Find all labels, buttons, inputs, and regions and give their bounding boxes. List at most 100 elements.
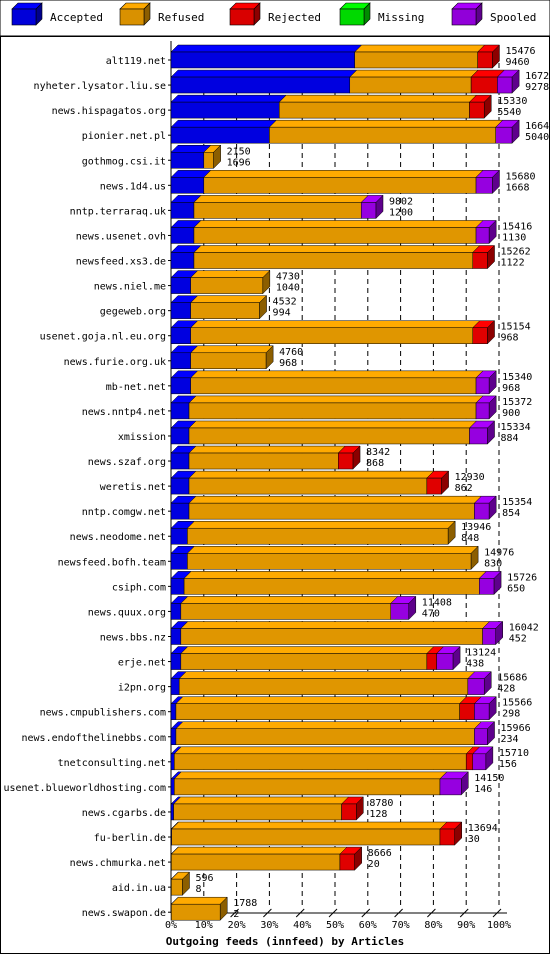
bar-segment-accepted bbox=[170, 452, 190, 470]
bar-top-refused bbox=[175, 696, 468, 704]
bar-side bbox=[354, 846, 362, 871]
bar-side bbox=[470, 545, 479, 570]
bar-top-refused bbox=[173, 746, 474, 755]
bar-accepted-label: 650 bbox=[507, 583, 525, 594]
bar-segment-rejected bbox=[472, 252, 488, 269]
bar-segment-refused bbox=[178, 678, 469, 695]
legend-label-refused: Refused bbox=[158, 11, 204, 24]
bar-segment-refused bbox=[173, 803, 342, 821]
bar-total-label: 4532 bbox=[273, 297, 297, 308]
bar-side bbox=[488, 370, 497, 395]
row-label: news.nntp4.net bbox=[82, 407, 166, 418]
bar-segment-refused bbox=[174, 753, 467, 771]
bar-segment-refused bbox=[187, 553, 472, 570]
bar-segment-refused bbox=[190, 327, 474, 344]
legend-swatch-rejected bbox=[229, 8, 255, 26]
row-label: news.swapon.de bbox=[82, 908, 166, 919]
bar-side bbox=[493, 570, 502, 595]
bar-side bbox=[213, 144, 221, 169]
bar-total-label: 13694 bbox=[468, 823, 498, 834]
bar-segment-spooled bbox=[360, 202, 377, 219]
bar-top-refused bbox=[178, 671, 476, 679]
bar-total-label: 16042 bbox=[509, 622, 539, 633]
bar-side bbox=[265, 345, 274, 370]
row-label: csiph.com bbox=[112, 582, 166, 593]
row-label: i2pn.org bbox=[118, 683, 166, 694]
bar-top-refused bbox=[203, 170, 484, 178]
bar-segment-spooled bbox=[479, 578, 495, 595]
x-tick-label: 10% bbox=[195, 920, 213, 931]
bar-total-label: 15966 bbox=[501, 723, 531, 734]
bar-segment-refused bbox=[180, 628, 483, 645]
bar-accepted-label: 438 bbox=[466, 659, 484, 670]
bar-segment-refused bbox=[188, 427, 470, 445]
bar-segment-accepted bbox=[170, 778, 175, 796]
bar-side bbox=[262, 269, 271, 295]
bar-segment-spooled bbox=[439, 778, 462, 796]
bar-top-refused bbox=[190, 320, 481, 328]
bar-top-refused bbox=[190, 295, 268, 303]
bar-side bbox=[488, 395, 497, 420]
bar-segment-spooled bbox=[482, 628, 496, 645]
bar-total-label: 16642 bbox=[525, 121, 550, 132]
bar-segment-accepted bbox=[170, 527, 188, 545]
bar-accepted-label: 1668 bbox=[505, 182, 529, 193]
bar-segment-refused bbox=[188, 502, 475, 520]
bar-side bbox=[511, 119, 520, 144]
bar-side bbox=[447, 520, 456, 545]
bar-segment-rejected bbox=[341, 803, 357, 821]
row-label: gegeweb.org bbox=[100, 307, 166, 318]
x-tick-label: 40% bbox=[293, 920, 311, 931]
bar-side bbox=[488, 696, 497, 721]
bar-accepted-label: 156 bbox=[499, 759, 517, 770]
bar-segment-refused bbox=[174, 778, 441, 796]
bar-top-refused bbox=[188, 420, 478, 429]
bar-accepted-label: 868 bbox=[366, 458, 384, 469]
bar-segment-refused bbox=[190, 377, 477, 395]
bar-segment-accepted bbox=[170, 352, 191, 370]
bar-side bbox=[219, 896, 228, 921]
bar-side bbox=[356, 796, 364, 821]
bar-segment-refused bbox=[278, 101, 470, 119]
bar-segment-spooled bbox=[469, 427, 488, 445]
row-label: newsfeed.bofh.team bbox=[58, 557, 166, 568]
bar-total-label: 9802 bbox=[389, 196, 413, 207]
bar-top-refused bbox=[180, 621, 491, 629]
bar-total-label: 13946 bbox=[461, 522, 491, 533]
bar-top-refused bbox=[190, 370, 484, 379]
bar-side bbox=[483, 671, 492, 696]
legend-swatch-accepted bbox=[11, 8, 37, 26]
bar-total-label: 8342 bbox=[366, 447, 390, 458]
bar-accepted-label: 1696 bbox=[227, 157, 251, 168]
bar-segment-accepted bbox=[170, 402, 190, 420]
bar-segment-accepted bbox=[170, 51, 355, 69]
bar-segment-refused bbox=[203, 152, 214, 169]
bar-segment-accepted bbox=[170, 327, 191, 344]
bar-top-refused bbox=[188, 395, 484, 404]
bar-segment-accepted bbox=[170, 628, 182, 645]
row-label: news.neodome.net bbox=[70, 532, 166, 543]
bar-segment-accepted bbox=[170, 678, 180, 695]
bar-segment-rejected bbox=[469, 101, 485, 119]
bar-accepted-label: 1130 bbox=[502, 232, 526, 243]
x-tick-label: 50% bbox=[326, 920, 344, 931]
bar-top-refused bbox=[349, 69, 479, 78]
legend-label-accepted: Accepted bbox=[50, 11, 103, 24]
bar-segment-spooled bbox=[495, 126, 513, 144]
bar-segment-spooled bbox=[475, 177, 493, 194]
row-label: newsfeed.xs3.de bbox=[76, 257, 166, 268]
bar-segment-refused bbox=[180, 603, 392, 620]
bar-segment-accepted bbox=[170, 126, 270, 144]
bar-accepted-label: 1040 bbox=[276, 283, 300, 294]
bar-top-refused bbox=[193, 245, 481, 253]
row-label: news.hispagatos.org bbox=[52, 106, 166, 117]
row-label: news.furie.org.uk bbox=[64, 357, 166, 368]
bar-segment-accepted bbox=[170, 603, 182, 620]
bar-segment-accepted bbox=[170, 753, 175, 771]
bar-accepted-label: 900 bbox=[502, 408, 520, 419]
row-label: news.usenet.ovh bbox=[76, 231, 166, 242]
bar-total-label: 14976 bbox=[484, 547, 514, 558]
legend-label-rejected: Rejected bbox=[268, 11, 321, 24]
